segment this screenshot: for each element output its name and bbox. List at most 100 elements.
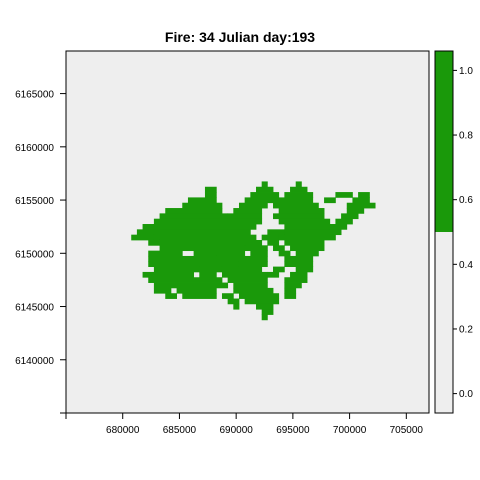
burned-cell — [187, 197, 217, 204]
burned-cell — [153, 224, 257, 230]
burned-cell — [267, 239, 280, 246]
burned-cell — [358, 192, 370, 198]
burned-cell — [233, 303, 240, 310]
colorbar-tick-label: 0.6 — [459, 195, 473, 206]
burned-cell — [273, 245, 285, 252]
burned-cell — [221, 293, 234, 299]
colorbar-tick-label: 0.8 — [459, 131, 473, 142]
burned-cell — [284, 224, 331, 230]
burned-cell — [233, 287, 274, 294]
burned-cell — [290, 202, 319, 209]
y-tick-label: 6150000 — [15, 249, 54, 260]
burned-cell — [221, 271, 268, 278]
burned-cell — [238, 255, 268, 262]
burned-cell — [159, 245, 246, 252]
y-tick-label: 6140000 — [15, 356, 54, 367]
burned-cell — [278, 218, 331, 225]
y-tick-label: 6145000 — [15, 303, 54, 314]
burned-cell — [153, 282, 212, 289]
burned-cell — [238, 261, 268, 267]
x-tick-label: 685000 — [163, 425, 197, 436]
colorbar-burned-segment — [435, 51, 453, 232]
colorbar-background-segment — [435, 232, 453, 413]
burned-cell — [204, 186, 217, 193]
burned-cell — [346, 202, 376, 209]
burned-cell — [256, 186, 274, 193]
x-tick-label: 705000 — [390, 425, 424, 436]
burned-cell — [142, 271, 155, 278]
burned-cell — [227, 277, 268, 283]
burned-cell — [329, 224, 348, 230]
burned-cell — [233, 282, 268, 289]
burned-cell — [210, 282, 229, 289]
burned-cell — [153, 271, 195, 278]
burned-cell — [273, 197, 314, 204]
burned-cell — [238, 202, 268, 209]
burned-cell — [335, 192, 353, 198]
burned-cell — [284, 239, 325, 246]
burned-cell — [261, 234, 280, 241]
x-axis: 680000 685000 690000 695000 700000 705000 — [65, 413, 424, 436]
burned-cell — [165, 293, 177, 299]
x-tick-label: 695000 — [276, 425, 310, 436]
burned-cell — [148, 255, 217, 262]
burned-cell — [341, 213, 359, 220]
burned-cell — [290, 271, 308, 278]
x-tick-label: 690000 — [219, 425, 253, 436]
burned-cell — [159, 239, 263, 246]
y-tick-label: 6165000 — [15, 90, 54, 101]
burned-cell — [136, 229, 251, 236]
colorbar-tick-label: 0.2 — [459, 324, 473, 335]
burned-cell — [278, 208, 325, 214]
burned-cell — [153, 287, 172, 294]
burned-cell — [273, 213, 325, 220]
burned-cell — [148, 277, 200, 283]
burned-cell — [273, 266, 285, 273]
colorbar-frame — [434, 50, 454, 414]
burned-cell — [153, 234, 257, 241]
burned-cell — [261, 309, 274, 315]
burned-cell — [142, 224, 155, 230]
colorbar-tick-label: 0.0 — [459, 389, 473, 400]
burned-cell — [148, 261, 240, 267]
burned-cell — [227, 298, 240, 305]
burned-cell — [131, 234, 155, 241]
plot-frame — [65, 50, 430, 414]
y-axis: 6140000 6145000 6150000 6155000 6160000 61650… — [15, 90, 66, 414]
burned-cell — [244, 245, 268, 252]
burned-cell — [193, 250, 246, 257]
burned-cell — [267, 271, 280, 278]
burned-cell — [148, 250, 183, 257]
burned-cell — [284, 192, 314, 198]
burned-cell — [284, 229, 342, 236]
burned-cell — [238, 293, 280, 299]
colorbar-tick-label: 1.0 — [459, 66, 473, 77]
burned-cell — [204, 192, 217, 198]
burned-cell — [284, 287, 297, 294]
burned-cell — [352, 197, 370, 204]
burned-cell — [290, 186, 308, 193]
burned-cell — [278, 250, 291, 257]
burned-cell — [233, 208, 263, 214]
burned-cell — [261, 181, 268, 188]
x-tick-label: 700000 — [333, 425, 367, 436]
burned-cell — [267, 229, 285, 236]
burned-cell — [165, 208, 223, 214]
burned-cell — [159, 213, 229, 220]
burned-cell — [153, 218, 263, 225]
burned-cell — [273, 202, 291, 209]
burned-cell — [221, 266, 263, 273]
burned-cell — [335, 218, 353, 225]
chart-title: Fire: 34 Julian day:193 — [165, 29, 315, 45]
burned-cell — [250, 192, 280, 198]
burned-cell — [284, 293, 297, 299]
burned-cell — [295, 266, 314, 273]
burned-cell — [244, 197, 274, 204]
y-tick-label: 6155000 — [15, 196, 54, 207]
burned-cell — [284, 277, 308, 283]
colorbar: 0.0 0.2 0.4 0.6 0.8 1.0 — [434, 50, 473, 414]
burned-cell — [284, 255, 314, 262]
burned-cell — [295, 250, 319, 257]
burned-cell — [182, 293, 217, 299]
